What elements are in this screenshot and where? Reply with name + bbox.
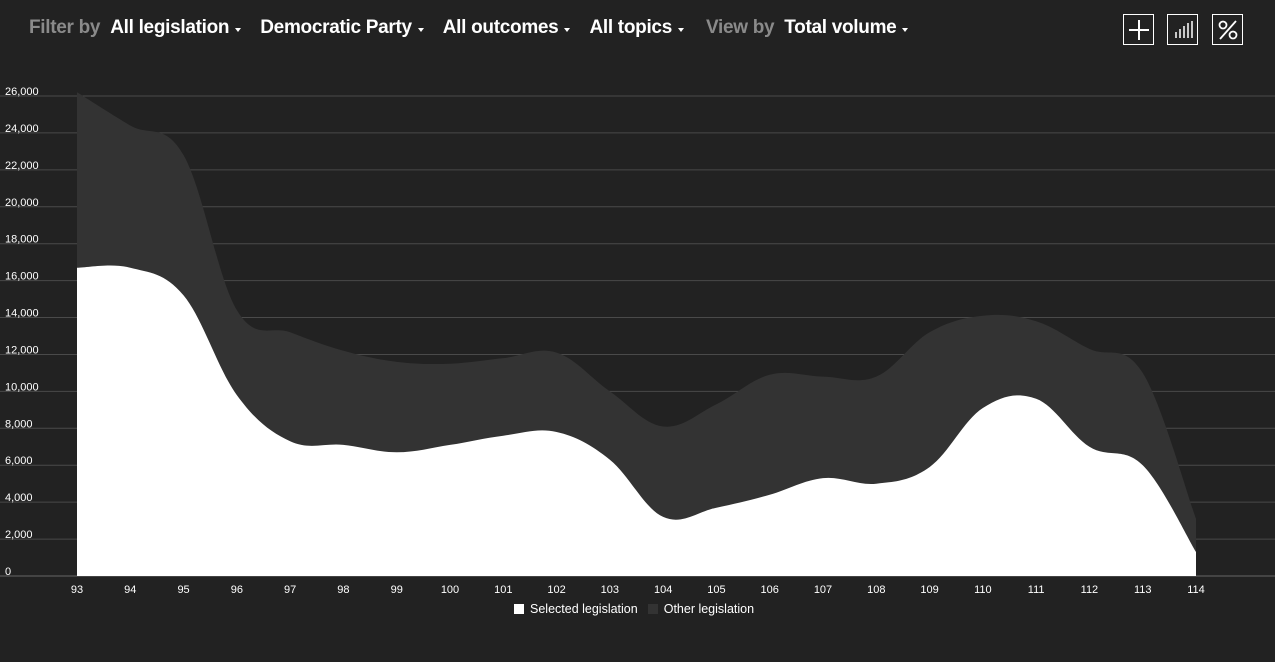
x-tick-label: 109 — [920, 584, 938, 596]
area-selected-legislation — [77, 265, 1196, 576]
x-tick-label: 106 — [761, 584, 779, 596]
chevron-down-icon — [417, 27, 424, 32]
x-tick-label: 108 — [867, 584, 885, 596]
view-dropdown[interactable]: Total volume — [784, 17, 909, 39]
y-tick-label: 18,000 — [5, 234, 39, 246]
chevron-down-icon — [677, 27, 684, 32]
x-tick-label: 99 — [391, 584, 403, 596]
legend-label-selected: Selected legislation — [530, 602, 638, 616]
x-tick-label: 103 — [601, 584, 619, 596]
volume-view-button[interactable] — [1167, 14, 1198, 45]
y-tick-label: 10,000 — [5, 381, 39, 393]
x-tick-label: 97 — [284, 584, 296, 596]
y-tick-label: 16,000 — [5, 271, 39, 283]
chart-legend: Selected legislation Other legislation — [514, 602, 764, 616]
x-tick-label: 95 — [177, 584, 189, 596]
legend-swatch-other — [647, 604, 658, 614]
percent-view-button[interactable] — [1212, 14, 1243, 45]
y-axis-ticks: 0 2,000 4,000 6,000 8,000 10,000 12,000 14,000 1… — [5, 86, 39, 578]
add-button[interactable] — [1123, 14, 1154, 45]
chevron-down-icon — [564, 27, 571, 32]
legend-item-other[interactable]: Other legislation — [647, 602, 755, 616]
x-tick-label: 114 — [1187, 584, 1205, 596]
x-tick-label: 94 — [124, 584, 136, 596]
legend-swatch-selected — [514, 604, 524, 614]
x-tick-label: 107 — [814, 584, 832, 596]
legend-label-other: Other legislation — [663, 602, 755, 616]
x-tick-label: 101 — [494, 584, 512, 596]
chevron-down-icon — [902, 27, 909, 32]
y-tick-label: 0 — [5, 566, 11, 578]
y-tick-label: 14,000 — [5, 308, 39, 320]
legend-item-selected[interactable]: Selected legislation — [514, 602, 638, 616]
x-tick-label: 113 — [1134, 584, 1152, 596]
party-dropdown[interactable]: Democratic Party — [260, 17, 424, 39]
outcomes-dropdown[interactable]: All outcomes — [443, 17, 571, 39]
x-tick-label: 93 — [71, 584, 83, 596]
x-tick-label: 105 — [707, 584, 725, 596]
bar-chart-icon — [1175, 21, 1193, 38]
x-tick-label: 100 — [441, 584, 459, 596]
x-tick-label: 98 — [337, 584, 349, 596]
x-tick-label: 110 — [974, 584, 992, 596]
percent-icon — [1218, 20, 1238, 40]
x-tick-label: 96 — [231, 584, 243, 596]
y-tick-label: 6,000 — [5, 455, 33, 467]
x-axis-ticks: 93 94 95 96 97 98 99 100 101 102 103 104 105 106 107 10… — [71, 584, 1205, 596]
y-tick-label: 12,000 — [5, 344, 39, 356]
y-tick-label: 24,000 — [5, 123, 39, 135]
y-tick-label: 2,000 — [5, 529, 33, 541]
legislation-dropdown[interactable]: All legislation — [110, 17, 242, 39]
filter-by-label: Filter by — [29, 17, 101, 38]
x-tick-label: 112 — [1081, 584, 1099, 596]
topics-dropdown[interactable]: All topics — [589, 17, 684, 39]
filter-toolbar: Filter by All legislation Democratic Par… — [29, 14, 909, 42]
y-tick-label: 20,000 — [5, 197, 39, 209]
y-tick-label: 8,000 — [5, 418, 33, 430]
y-tick-label: 4,000 — [5, 492, 33, 504]
chevron-down-icon — [235, 27, 242, 32]
view-by-label: View by — [705, 17, 775, 38]
y-tick-label: 26,000 — [5, 86, 39, 98]
x-tick-label: 102 — [547, 584, 565, 596]
x-tick-label: 104 — [654, 584, 672, 596]
y-tick-label: 22,000 — [5, 160, 39, 172]
plus-icon — [1129, 20, 1149, 40]
x-tick-label: 111 — [1028, 584, 1045, 596]
